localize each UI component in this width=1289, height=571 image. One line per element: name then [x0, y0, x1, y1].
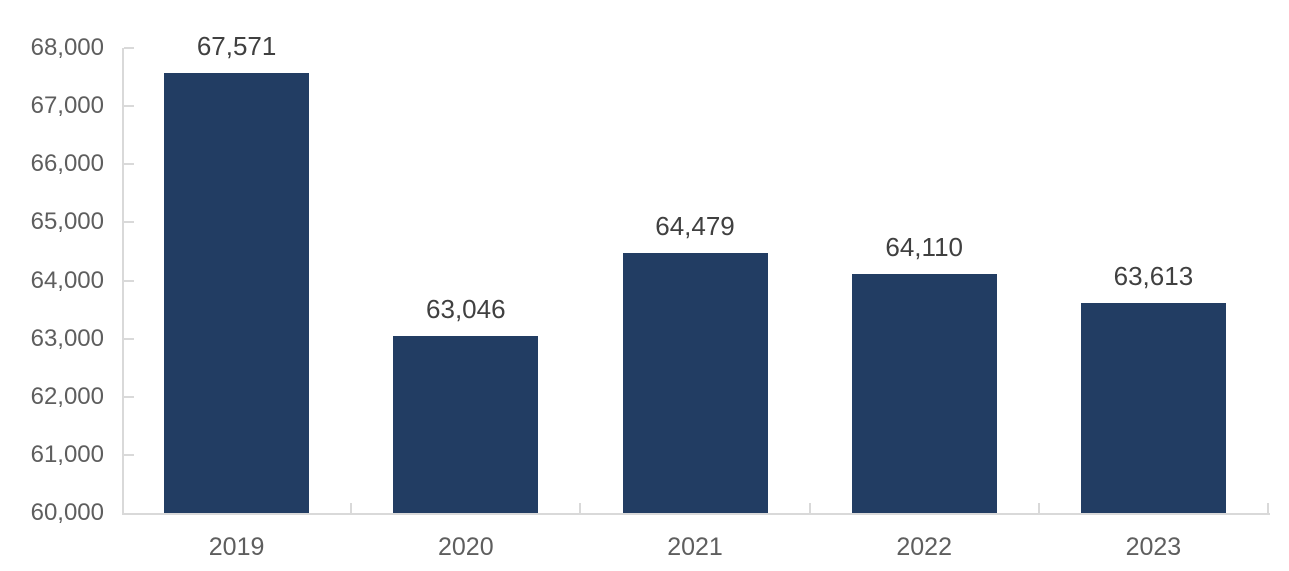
y-axis-tick	[124, 163, 134, 166]
bar-2019[interactable]	[164, 72, 310, 513]
y-axis-tick-label: 68,000	[30, 34, 104, 61]
y-axis-tick	[124, 47, 134, 49]
bar-value-label-2022: 64,110	[885, 232, 963, 263]
x-axis-tick	[350, 503, 353, 513]
x-axis-tick	[579, 503, 582, 513]
x-axis-tick	[1037, 503, 1040, 513]
y-axis-tick-label: 62,000	[30, 382, 104, 410]
bar-2023[interactable]	[1080, 302, 1226, 513]
y-axis-tick-label: 60,000	[30, 499, 104, 526]
y-axis-tick	[124, 105, 134, 108]
x-axis-category-label-2020: 2020	[437, 533, 494, 561]
bar-value-label-2021: 64,479	[655, 210, 735, 241]
y-axis-tick	[124, 395, 134, 398]
bar-value-label-2020: 63,046	[426, 293, 506, 324]
x-axis-tick	[808, 503, 811, 513]
bar-2021[interactable]	[622, 252, 768, 513]
bar-value-label-2019: 67,571	[196, 30, 277, 61]
x-axis-category-label-2019: 2019	[208, 533, 265, 561]
x-axis-category-label-2021: 2021	[667, 533, 723, 561]
bar-value-label-2023: 63,613	[1113, 260, 1194, 291]
y-axis-tick-label: 66,000	[30, 150, 104, 178]
y-axis-tick-label: 61,000	[30, 440, 104, 468]
x-axis-category-label-2023: 2023	[1125, 533, 1182, 561]
bar-2022[interactable]	[851, 274, 997, 513]
x-axis-line	[122, 513, 1270, 515]
y-axis-tick	[124, 337, 134, 340]
y-axis-tick-label: 65,000	[30, 208, 104, 236]
y-axis-tick-label: 63,000	[30, 324, 104, 352]
y-axis-tick-label: 64,000	[30, 266, 104, 294]
y-axis-tick	[124, 221, 134, 224]
y-axis-tick	[124, 279, 134, 282]
bar-2020[interactable]	[393, 335, 539, 513]
x-axis-category-label-2022: 2022	[896, 533, 952, 561]
y-axis-tick	[124, 453, 134, 456]
y-axis-tick-label: 67,000	[30, 92, 104, 120]
y-axis-line	[122, 48, 124, 513]
x-axis-tick	[1267, 503, 1269, 513]
